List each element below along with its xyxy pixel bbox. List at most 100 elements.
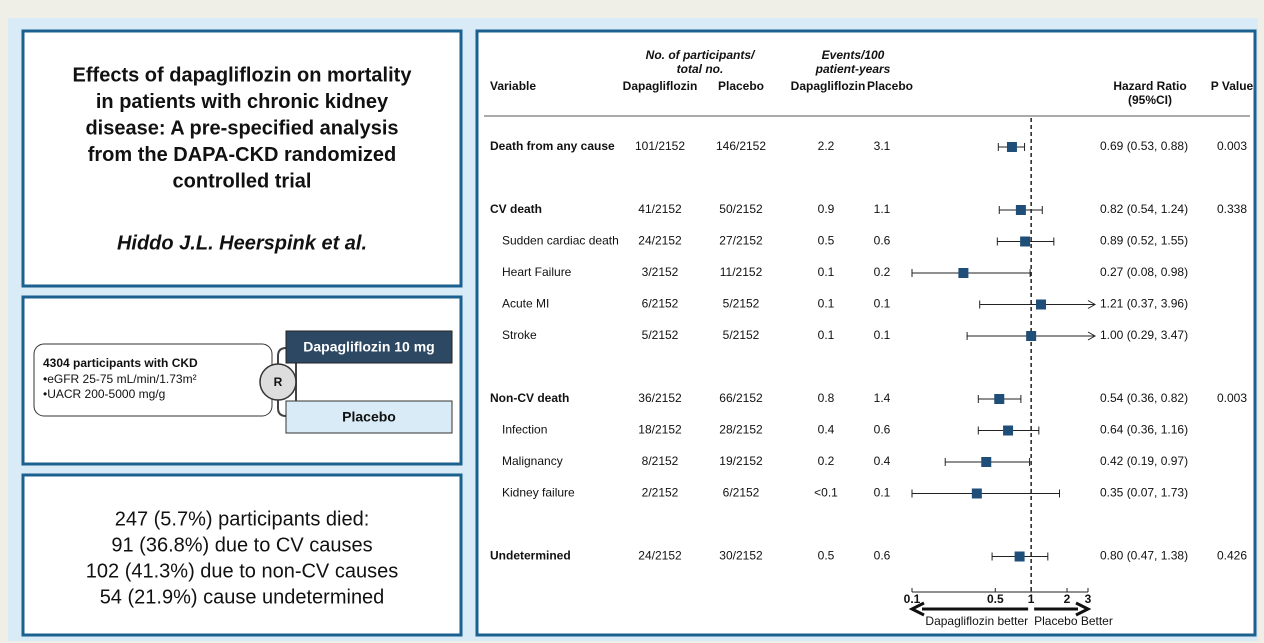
cell: 36/2152 [638,391,682,405]
ci-arrow [1087,331,1097,341]
summary-line: 54 (21.9%) cause undetermined [100,586,385,608]
cell: 6/2152 [723,486,760,500]
cell: 0.5 [818,234,835,248]
cell: 0.4 [818,423,835,437]
row-label: Malignancy [502,454,563,468]
cell: 18/2152 [638,423,682,437]
cell: 24/2152 [638,234,682,248]
cell: 2.2 [818,139,835,153]
column-header: Placebo [718,79,764,93]
cell: 101/2152 [635,139,685,153]
cell: <0.1 [814,486,838,500]
row-label: Undetermined [490,549,571,563]
authors: Hiddo J.L. Heerspink et al. [117,232,367,254]
hr-label: 0.69 (0.53, 0.88) [1100,139,1188,153]
cell: 24/2152 [638,549,682,563]
hr-marker [1036,299,1047,310]
cell: 27/2152 [719,234,763,248]
cell: 0.6 [874,549,891,563]
x-axis-label: Placebo Better [1034,614,1113,628]
criterion: •eGFR 25-75 mL/min/1.73m² [43,372,197,386]
cell: 0.8 [818,391,835,405]
hr-label: 1.00 (0.29, 3.47) [1100,328,1188,342]
cell: 0.2 [818,454,835,468]
criterion: •UACR 200-5000 mg/g [43,387,165,401]
summary-box [21,473,463,637]
cell: 8/2152 [642,454,679,468]
arm-box [285,400,453,434]
x-axis-label: Dapagliflozin better [925,614,1028,628]
population: 4304 participants with CKD [43,356,198,370]
cell: 50/2152 [719,202,763,216]
hr-label: 0.35 (0.07, 1.73) [1100,486,1188,500]
column-header: (95%CI) [1128,93,1172,107]
cell: 3/2152 [642,265,679,279]
column-header: Variable [490,79,536,93]
row-label: Heart Failure [502,265,572,279]
cell: 1.4 [874,391,891,405]
x-tick-label: 3 [1085,592,1092,606]
column-header: Hazard Ratio [1113,79,1186,93]
x-tick-label: 1 [1028,592,1035,606]
x-tick-label: 2 [1064,592,1071,606]
arm-box [285,330,453,364]
cell: 28/2152 [719,423,763,437]
p-value: 0.338 [1217,202,1247,216]
column-header: Dapagliflozin [791,79,866,93]
title-line: Effects of dapagliflozin on mortality [73,64,413,86]
ci-arrow [1087,300,1097,309]
cell: 19/2152 [719,454,763,468]
summary-line: 91 (36.8%) due to CV causes [111,534,372,556]
cell: 0.1 [818,328,835,342]
row-label: Stroke [502,328,537,342]
cell: 0.1 [874,486,891,500]
hr-marker [1003,425,1014,436]
cell: 0.4 [874,454,891,468]
direction-arrow [908,601,1029,617]
cell: 146/2152 [716,139,766,153]
title-line: controlled trial [173,170,312,192]
row-label: Infection [502,423,547,437]
row-label: Sudden cardiac death [502,234,619,248]
cell: 41/2152 [638,202,682,216]
column-header: Placebo [867,79,913,93]
hr-marker [1020,236,1031,247]
column-header: Dapagliflozin [623,79,698,93]
row-label: Death from any cause [490,139,615,153]
cell: 0.6 [874,423,891,437]
row-label: Kidney failure [502,486,575,500]
hr-marker [994,394,1005,404]
randomization-node [259,363,297,401]
cell: 1.1 [874,202,891,216]
hr-marker [1026,331,1037,341]
forest-box [475,29,1257,637]
hr-label: 0.80 (0.47, 1.38) [1100,549,1188,563]
row-label: Non-CV death [490,391,569,405]
hr-label: 0.82 (0.54, 1.24) [1100,202,1188,216]
randomization-label: R [274,375,283,389]
cell: 11/2152 [720,265,763,279]
direction-arrow [1034,601,1092,617]
cell: 5/2152 [723,328,760,342]
p-value: 0.003 [1217,139,1247,153]
column-group-header: patient-years [815,62,891,76]
hr-marker [1006,142,1017,152]
cell: 0.1 [818,297,835,311]
connector [277,347,287,417]
hr-label: 0.27 (0.08, 0.98) [1100,265,1188,279]
arm-label: Dapagliflozin 10 mg [303,339,434,355]
column-group-header: Events/100 [822,48,885,62]
title-box [21,29,463,288]
arm-label: Placebo [342,409,396,425]
cell: 0.1 [874,328,891,342]
column-group-header: total no. [677,62,724,76]
hr-marker [981,457,992,467]
column-group-header: No. of participants/ [646,48,756,62]
cell: 0.1 [874,297,891,311]
cell: 2/2152 [642,486,679,500]
cell: 0.9 [818,202,835,216]
cell: 5/2152 [642,328,679,342]
hr-label: 0.42 (0.19, 0.97) [1100,454,1188,468]
cell: 3.1 [874,139,891,153]
hr-marker [1014,551,1025,562]
